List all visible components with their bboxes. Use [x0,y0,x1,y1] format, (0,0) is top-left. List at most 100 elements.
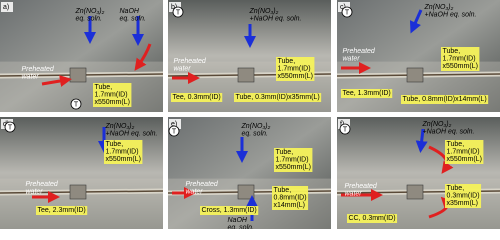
annotation-line: x550mm(L) [95,99,130,106]
annotation-line: water [22,74,40,81]
annotation-line: 0.8mm(ID) [274,195,307,202]
fitting [406,184,424,200]
callout: Cross, 1.3mm(ID) [202,207,257,214]
fitting [406,67,424,83]
callout: Tube, 0.8mm(ID) x14mm(L) [274,187,307,209]
callout-box [347,214,398,223]
annotation-line: x550mm(L) [278,73,313,80]
callout-box [401,95,489,104]
arrow [134,43,152,71]
panel: a) T Zn(NO₃)₂ eq. soln. NaOH eq. soln. Preheat… [0,0,164,112]
thermocouple [339,123,351,135]
callout-box [200,206,259,215]
annotation-line: Tube, [276,149,294,156]
annotation-line: 1.7mm(ID) [447,149,480,156]
fitting [69,67,87,83]
annotation-line: Preheated [345,183,378,190]
annotation-line: 1.7mm(ID) [443,56,476,63]
annotation: Zn(NO₃)₂ +NaOH eq. soln. [249,8,302,23]
annotation-line: Zn(NO₃)₂ [75,8,105,15]
annotation-line: Preheated [186,181,219,188]
annotation: Preheated water [174,58,207,73]
annotation: Zn(NO₃)₂ eq. soln. [75,8,105,23]
annotation-line: x14mm(L) [274,202,306,209]
thermocouple [168,125,180,137]
thermocouple-label: T [74,102,79,109]
callout: Tee, 2.3mm(ID) [38,207,86,214]
photo [0,0,163,112]
thermocouple-label: T [176,10,181,17]
annotation-line: x550mm(L) [443,63,478,70]
annotation-line: Tee, 0.3mm(ID) [173,94,221,101]
annotation-line: eq. soln. [76,16,103,23]
arrow [41,75,72,87]
callout: Tube, 1.7mm(ID) x550mm(L) [447,141,482,163]
callout-box [272,186,309,210]
annotation-line: +NaOH eq. soln. [425,12,477,19]
annotation-line: water [343,56,361,63]
callout: Tube, 1.7mm(ID) x550mm(L) [106,141,141,163]
panel-label: b) [171,4,177,11]
figure: a)TZn(NO₃)₂ eq. soln.NaOH eq. soln.Preheat… [0,0,500,229]
annotation-line: Preheated [343,48,376,55]
callout-box [441,47,480,71]
callout: Tube, 1.7mm(ID) x550mm(L) [278,58,313,80]
thermocouple [70,98,82,110]
annotation-line: Zn(NO₃)₂ [105,123,135,130]
arrow [409,9,423,34]
thermocouple [172,6,184,18]
annotation: Preheated water [186,181,219,196]
callout: Tube, 1.7mm(ID) x550mm(L) [276,149,311,171]
callout-box [171,93,223,102]
annotation-line: x550mm(L) [106,156,141,163]
callout: CC, 0.3mm(ID) [349,215,396,222]
annotation-line: water [174,66,192,73]
thermocouple-label: T [343,127,348,134]
label-bg [169,119,181,129]
annotation-line: Cross, 1.3mm(ID) [202,207,257,214]
annotation-line: eq. soln. [242,131,269,138]
panel: b)T Zn(NO₃)₂ +NaOH eq. soln. Preheated water… [167,0,332,112]
annotation-line: x550mm(L) [276,164,311,171]
annotation-line: Tube, [447,185,465,192]
callout-box [274,148,313,172]
annotation-line: Zn(NO₃)₂ [249,8,279,15]
annotation-line: NaOH [228,217,248,224]
callout: Tube, 0.3mm(ID)x35mm(L) [236,94,320,101]
annotation-line: Zn(NO₃)₂ [422,121,452,128]
fitting [237,184,255,200]
annotation-line: Tube, [95,84,113,91]
annotation: Zn(NO₃)₂ +NaOH eq. soln. [424,4,477,19]
callout-box [104,140,143,164]
fitting [69,184,87,200]
annotation-line: Preheated [22,66,55,73]
label-bg [1,2,13,12]
annotation-line: Tube, [447,141,465,148]
panel-label: a) [3,4,9,11]
thermocouple-label: T [8,125,13,132]
annotation-line: Tube, 0.3mm(ID)x35mm(L) [236,94,320,101]
annotation-line: x35mm(L) [447,200,479,207]
annotation-line: water [186,189,204,196]
annotation-line: +NaOH eq. soln. [250,16,302,23]
annotation: Zn(NO₃)₂ eq. soln. [241,123,271,138]
photo [337,117,500,229]
annotation-line: Preheated [174,58,207,65]
panel: d)TZn(NO₃)₂+NaOH eq. soln.Tube,1.7mm(ID)… [0,117,164,229]
label-bg [169,2,181,12]
callout: Tee, 1.3mm(ID) [343,90,391,97]
callout-box [445,140,484,164]
annotation: NaOH eq. soln. [120,8,147,23]
callout-box [36,206,88,215]
annotation: Zn(NO₃)₂ +NaOH eq. soln. [422,121,475,136]
thermocouple-label: T [172,129,177,136]
callout-box [93,83,132,107]
annotation-line: Zn(NO₃)₂ [424,4,454,11]
annotation-line: 1.7mm(ID) [276,157,309,164]
annotation-line: water [345,191,363,198]
annotation-line: +NaOH eq. soln. [423,129,475,136]
label-bg [338,2,350,12]
annotation-line: 1.7mm(ID) [95,92,128,99]
annotation: Preheated water [22,66,55,81]
